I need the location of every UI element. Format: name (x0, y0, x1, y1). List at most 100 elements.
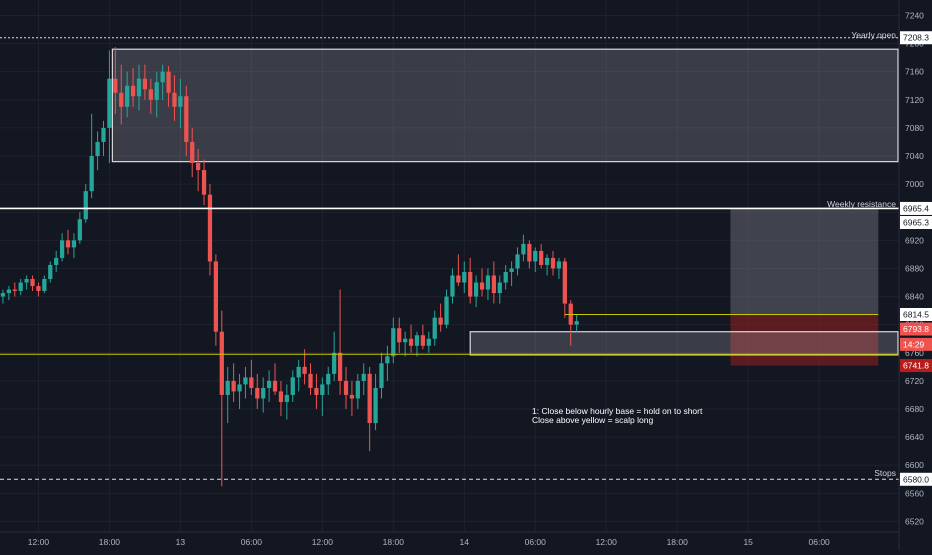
candle[interactable] (225, 366, 230, 424)
candle[interactable] (509, 261, 514, 287)
candle[interactable] (113, 47, 118, 114)
candle[interactable] (261, 377, 266, 413)
candle[interactable] (456, 254, 461, 287)
candle[interactable] (278, 380, 284, 417)
candle[interactable] (219, 310, 224, 487)
candle[interactable] (308, 363, 313, 395)
candle[interactable] (83, 184, 88, 223)
candle[interactable] (77, 212, 82, 244)
candle[interactable] (408, 324, 414, 353)
candle[interactable] (302, 349, 307, 385)
candle[interactable] (290, 370, 295, 402)
candle[interactable] (196, 148, 201, 192)
candle[interactable] (432, 310, 437, 346)
candle[interactable] (349, 380, 355, 417)
candle[interactable] (320, 377, 325, 417)
candle[interactable] (184, 85, 189, 157)
candle[interactable] (403, 331, 408, 357)
candle[interactable] (59, 233, 65, 262)
candle[interactable] (426, 331, 431, 353)
candle[interactable] (107, 50, 112, 164)
candle[interactable] (539, 243, 544, 269)
candle[interactable] (24, 275, 29, 290)
candle[interactable] (30, 275, 35, 291)
candle[interactable] (142, 64, 148, 100)
candle[interactable] (201, 159, 207, 206)
candle[interactable] (355, 373, 360, 410)
candle[interactable] (89, 113, 94, 199)
candle[interactable] (266, 370, 272, 402)
candle[interactable] (207, 184, 213, 276)
candle[interactable] (48, 261, 53, 283)
price-axis[interactable]: 7240720071607120708070407000696069206880… (898, 0, 924, 550)
candle[interactable] (450, 268, 455, 304)
candle[interactable] (574, 314, 579, 332)
candle[interactable] (101, 120, 106, 157)
candle[interactable] (237, 373, 242, 410)
candle[interactable] (391, 317, 396, 364)
candle[interactable] (414, 331, 420, 357)
candle[interactable] (379, 352, 384, 399)
candle[interactable] (361, 363, 366, 395)
candle[interactable] (272, 363, 278, 395)
candle[interactable] (438, 303, 443, 332)
candle[interactable] (521, 234, 526, 262)
candle[interactable] (385, 345, 390, 381)
candle[interactable] (166, 66, 171, 107)
candle[interactable] (18, 279, 23, 296)
candle[interactable] (36, 282, 41, 297)
candle[interactable] (556, 257, 562, 280)
candle[interactable] (479, 268, 485, 297)
candle[interactable] (397, 317, 402, 353)
candle[interactable] (255, 373, 260, 410)
candle[interactable] (130, 68, 136, 107)
candle[interactable] (284, 384, 289, 420)
candle[interactable] (485, 268, 491, 301)
candle[interactable] (550, 250, 556, 276)
candle[interactable] (533, 247, 538, 272)
candle[interactable] (314, 373, 319, 410)
candle[interactable] (332, 331, 337, 381)
candle[interactable] (0, 289, 6, 304)
candle[interactable] (148, 78, 153, 114)
candles-layer[interactable] (0, 47, 579, 487)
candle[interactable] (473, 275, 479, 308)
candle[interactable] (444, 289, 449, 329)
candle[interactable] (42, 275, 47, 294)
candle[interactable] (337, 289, 343, 395)
time-axis[interactable]: 12:00 18:00 13 06:00 12:00 18:00 14 06:00 12:00 1… (0, 531, 899, 547)
candle[interactable] (71, 233, 77, 258)
candle[interactable] (527, 240, 532, 269)
candle[interactable] (562, 257, 567, 318)
candle[interactable] (515, 247, 520, 276)
candle[interactable] (462, 261, 467, 294)
candle[interactable] (491, 261, 496, 304)
candle[interactable] (343, 366, 349, 410)
candle[interactable] (6, 286, 12, 301)
candle[interactable] (160, 64, 165, 100)
candle[interactable] (367, 366, 372, 452)
candle[interactable] (213, 254, 219, 346)
candle[interactable] (231, 363, 236, 402)
candle[interactable] (136, 64, 142, 111)
candle[interactable] (243, 366, 248, 399)
candle[interactable] (154, 71, 159, 118)
candle[interactable] (125, 71, 130, 118)
candle[interactable] (544, 254, 550, 276)
candle[interactable] (497, 275, 502, 304)
candle[interactable] (326, 366, 331, 395)
candle[interactable] (172, 75, 177, 121)
candle[interactable] (249, 359, 254, 395)
candle[interactable] (468, 257, 473, 304)
candle[interactable] (190, 127, 195, 178)
candle[interactable] (119, 64, 124, 125)
candle[interactable] (178, 78, 183, 128)
candle[interactable] (420, 324, 426, 350)
candle[interactable] (65, 229, 71, 255)
candle[interactable] (12, 282, 17, 297)
candle[interactable] (503, 264, 508, 290)
candle[interactable] (373, 373, 378, 431)
candle[interactable] (296, 359, 301, 392)
